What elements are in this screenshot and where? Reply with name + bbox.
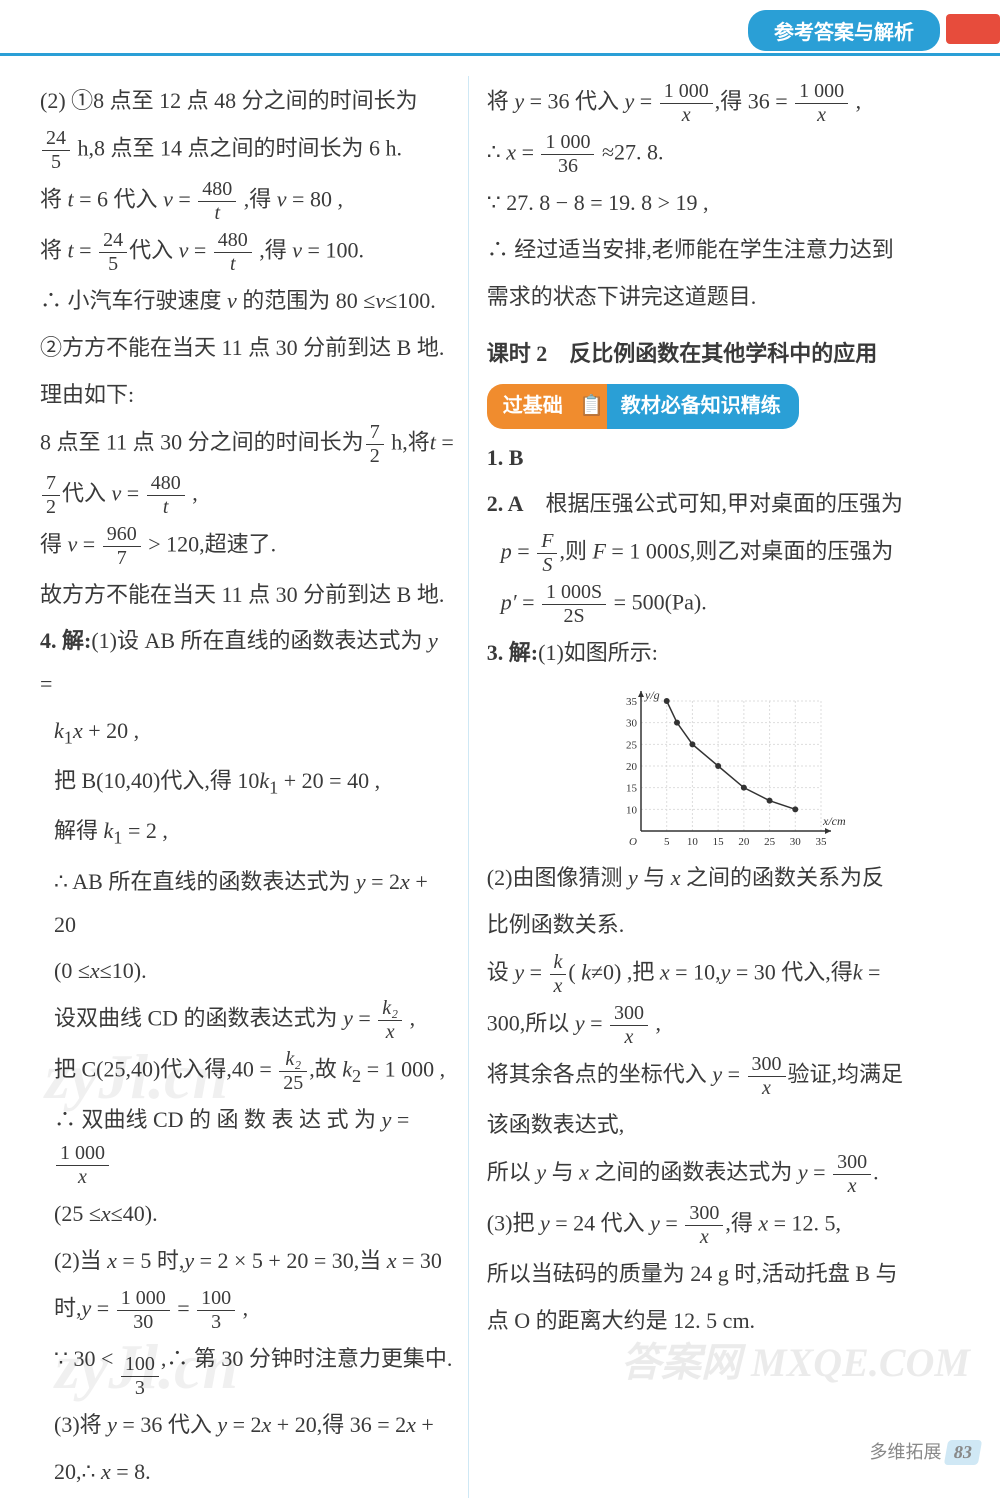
text: 20,∴ x = 8. xyxy=(40,1451,454,1494)
text: 设双曲线 CD 的函数表达式为 y = k₂x , xyxy=(40,997,454,1044)
text: 72代入 v = 480t , xyxy=(40,472,454,519)
text: 故方方不能在当天 11 点 30 分前到达 B 地. xyxy=(40,574,454,617)
text: 把 C(25,40)代入得,40 = k₂25,故 k2 = 1 000 , xyxy=(40,1048,454,1095)
svg-text:35: 35 xyxy=(815,836,827,848)
svg-text:5: 5 xyxy=(664,836,670,848)
svg-text:35: 35 xyxy=(626,696,638,708)
footer-label: 多维拓展 xyxy=(870,1442,942,1462)
svg-text:30: 30 xyxy=(790,836,802,848)
text: (25 ≤x≤40). xyxy=(40,1193,454,1236)
text: (3)把 y = 24 代入 y = 300x,得 x = 12. 5, xyxy=(487,1202,970,1249)
text: 需求的状态下讲完这道题目. xyxy=(487,276,970,319)
svg-text:15: 15 xyxy=(626,783,638,795)
footer: 多维拓展 83 xyxy=(870,1438,981,1465)
answer-1: 1. B xyxy=(487,437,970,480)
text: 将其余各点的坐标代入 y = 300x验证,均满足 xyxy=(487,1053,970,1100)
text: (2)当 x = 5 时,y = 2 × 5 + 20 = 30,当 x = 3… xyxy=(40,1240,454,1283)
text: ∵ 30 < 1003,∴ 第 30 分钟时注意力更集中. xyxy=(40,1338,454,1400)
text: (3)将 y = 36 代入 y = 2x + 20,得 36 = 2x + xyxy=(40,1404,454,1447)
text: 所以当砝码的质量为 24 g 时,活动托盘 B 与 xyxy=(487,1253,970,1296)
text: 把 B(10,40)代入,得 10k1 + 20 = 40 , xyxy=(40,760,454,806)
text: 将 t = 245代入 v = 480t ,得 v = 100. xyxy=(40,229,454,276)
svg-text:10: 10 xyxy=(687,836,699,848)
text: ∴ x = 1 00036 ≈27. 8. xyxy=(487,131,970,178)
chart: 10 15 20 25 30 35 O 5 10 15 20 25 30 35 x/cm y/g xyxy=(607,681,847,851)
text: ②方方不能在当天 11 点 30 分前到达 B 地. xyxy=(40,327,454,370)
text: p′ = 1 000S2S = 500(Pa). xyxy=(487,581,970,628)
left-column: (2) ①8 点至 12 点 48 分之间的时间长为 245 h,8 点至 14… xyxy=(40,76,468,1498)
text: ∴ AB 所在直线的函数表达式为 y = 2x + 20 xyxy=(40,861,454,947)
section-title: 课时 2 反比例函数在其他学科中的应用 xyxy=(487,333,970,376)
text: ∴ 双曲线 CD 的 函 数 表 达 式 为 y = 1 000x xyxy=(40,1099,454,1189)
svg-text:30: 30 xyxy=(626,718,638,730)
q4: 4. 解:(1)设 AB 所在直线的函数表达式为 y = xyxy=(40,620,454,706)
text: 设 y = kx( k≠0) ,把 x = 10,y = 30 代入,得k = xyxy=(487,951,970,998)
badge-row: 过基础 📋 教材必备知识精练 xyxy=(487,384,970,429)
svg-text:10: 10 xyxy=(626,805,638,817)
page-body: (2) ①8 点至 12 点 48 分之间的时间长为 245 h,8 点至 14… xyxy=(0,56,1000,1508)
svg-text:O: O xyxy=(629,836,637,848)
text: 该函数表达式, xyxy=(487,1104,970,1147)
text: k1x + 20 , xyxy=(40,710,454,756)
svg-text:25: 25 xyxy=(626,740,638,752)
svg-text:20: 20 xyxy=(738,836,750,848)
clipboard-icon: 📋 xyxy=(577,384,607,429)
text: 解得 k1 = 2 , xyxy=(40,810,454,856)
text: (0 ≤x≤10). xyxy=(40,950,454,993)
text: ∴ 经过适当安排,老师能在学生注意力达到 xyxy=(487,229,970,272)
text: (2) ①8 点至 12 点 48 分之间的时间长为 xyxy=(40,80,454,123)
svg-text:20: 20 xyxy=(626,761,638,773)
right-column: 将 y = 36 代入 y = 1 000x,得 36 = 1 000x , ∴… xyxy=(468,76,970,1498)
answer-3: 3. 解:(1)如图所示: xyxy=(487,632,970,675)
text: 点 O 的距离大约是 12. 5 cm. xyxy=(487,1300,970,1343)
header-stamp xyxy=(946,14,1000,44)
text: 得 v = 9607 > 120,超速了. xyxy=(40,523,454,570)
text: p = FS,则 F = 1 000S,则乙对桌面的压强为 xyxy=(487,530,970,577)
answer-2: 2. A 根据压强公式可知,甲对桌面的压强为 xyxy=(487,483,970,526)
text: 时,y = 1 00030 = 1003 , xyxy=(40,1287,454,1334)
text: (2)由图像猜测 y 与 x 之间的函数关系为反 xyxy=(487,857,970,900)
text: ∴ 小汽车行驶速度 v 的范围为 80 ≤v≤100. xyxy=(40,280,454,323)
text: 将 y = 36 代入 y = 1 000x,得 36 = 1 000x , xyxy=(487,80,970,127)
svg-text:15: 15 xyxy=(712,836,724,848)
text: 8 点至 11 点 30 分之间的时间长为72 h,将t = xyxy=(40,421,454,468)
text: ∵ 27. 8 − 8 = 19. 8 > 19 , xyxy=(487,182,970,225)
text: 比例函数关系. xyxy=(487,904,970,947)
text: 将 t = 6 代入 v = 480t ,得 v = 80 , xyxy=(40,178,454,225)
badge-right: 教材必备知识精练 xyxy=(607,384,799,429)
svg-text:x/cm: x/cm xyxy=(822,814,846,828)
header-title: 参考答案与解析 xyxy=(748,10,940,51)
text: 300,所以 y = 300x , xyxy=(487,1002,970,1049)
page-number: 83 xyxy=(944,1440,982,1465)
text: 理由如下: xyxy=(40,374,454,417)
svg-text:y/g: y/g xyxy=(644,688,660,702)
text: 245 h,8 点至 14 点之间的时间长为 6 h. xyxy=(40,127,454,174)
header-bar: 参考答案与解析 xyxy=(0,0,1000,56)
badge-left: 过基础 xyxy=(487,384,577,429)
text: 所以 y 与 x 之间的函数表达式为 y = 300x. xyxy=(487,1151,970,1198)
svg-text:25: 25 xyxy=(764,836,776,848)
